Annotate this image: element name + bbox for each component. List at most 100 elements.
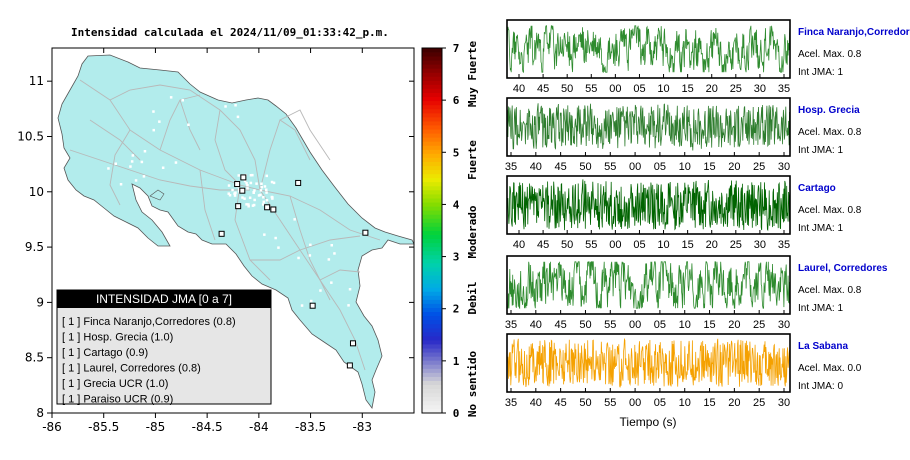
city-dot	[161, 166, 165, 169]
waveform-x-tick-label: 25	[730, 239, 742, 251]
colorbar-segment	[422, 368, 442, 373]
colorbar-segment	[422, 254, 442, 260]
map-x-tick-label: -84	[249, 420, 269, 434]
city-dot	[114, 162, 117, 165]
waveform-frame	[506, 333, 791, 393]
city-dot	[152, 128, 155, 132]
city-dot	[231, 188, 234, 192]
waveform-frame	[506, 255, 791, 315]
city-dot	[253, 198, 256, 202]
colorbar-tick-label: 5	[453, 146, 460, 159]
station-name-label: Laurel, Corredores	[798, 263, 888, 274]
city-dot	[271, 197, 274, 200]
colorbar-segment	[422, 311, 442, 317]
colorbar-segment	[422, 206, 442, 211]
colorbar-segment	[422, 194, 442, 199]
station-marker	[234, 181, 241, 188]
colorbar-segment	[422, 161, 442, 167]
legend-item: [ 1 ] Cartago (0.9)	[62, 347, 148, 359]
waveform-x-tick-label: 35	[505, 161, 517, 173]
legend-item: [ 1 ] Laurel, Corredores (0.8)	[62, 363, 201, 375]
waveform-panel: 40 45 50 55 00 05 10 15 20 25 30 35 Finca Naranjo,Co…	[506, 19, 910, 95]
accel-max-label: Acel. Max. 0.8	[798, 205, 862, 216]
city-dot	[243, 197, 246, 200]
waveform-x-tick-label: 30	[778, 161, 790, 173]
colorbar-segment	[422, 267, 442, 272]
colorbar-segment	[422, 380, 442, 386]
map-x-tick-label: -86	[42, 420, 62, 434]
waveform-x-tick-label: 50	[561, 239, 573, 251]
int-jma-label: Int JMA: 1	[798, 223, 843, 234]
city-dot	[297, 256, 300, 260]
waveform-x-tick-label: 45	[537, 239, 549, 251]
colorbar-segment	[422, 165, 442, 171]
city-dot	[270, 180, 274, 184]
city-dot	[169, 96, 173, 99]
colorbar-segment	[422, 238, 442, 244]
colorbar-segment	[422, 72, 442, 77]
waveform-x-tick-label: 25	[753, 161, 765, 173]
colorbar-segment	[422, 356, 442, 361]
map-x-axis: -86 -85.5 -85 -84.5 -84 -83.5 -83	[42, 48, 372, 434]
colorbar-categories: No sentido Debil Moderado Fuerte Muy Fuerte	[466, 41, 479, 418]
waveform-x-tick-label: 50	[579, 397, 591, 409]
colorbar-segment	[422, 287, 442, 292]
waveform-x-tick-label: 35	[505, 319, 517, 331]
station-marker	[264, 204, 271, 211]
waveform-x-tick-label: 35	[778, 83, 790, 95]
city-dot	[255, 182, 258, 185]
colorbar-segment	[422, 307, 442, 313]
colorbar-segment	[422, 372, 442, 377]
city-dot	[227, 192, 230, 195]
colorbar-category-label: Muy Fuerte	[466, 41, 479, 108]
waveform-x-tick-label: 45	[537, 83, 549, 95]
colorbar-segment	[422, 137, 442, 142]
city-dot	[211, 87, 214, 90]
station-marker	[362, 229, 369, 236]
colorbar-segment	[422, 121, 442, 126]
colorbar-segment	[422, 323, 442, 329]
colorbar-tick-label: 3	[453, 251, 460, 264]
colorbar-segment	[422, 404, 442, 410]
road-network	[69, 79, 381, 371]
waveform-x-tick-label: 55	[604, 161, 616, 173]
colorbar-segment	[422, 92, 442, 98]
colorbar-segment	[422, 234, 442, 240]
waveform-x-tick-label: 00	[609, 239, 621, 251]
city-dot	[330, 281, 333, 284]
colorbar-segment	[422, 331, 442, 337]
colorbar-segment	[422, 283, 442, 288]
city-dot	[259, 193, 262, 197]
colorbar-segment	[422, 100, 442, 106]
colorbar-segment	[422, 384, 442, 390]
colorbar-segment	[422, 388, 442, 394]
colorbar-segment	[422, 177, 442, 183]
colorbar-category-label: Moderado	[466, 205, 479, 258]
map-y-tick-label: 9	[36, 295, 44, 309]
station-marker	[240, 174, 247, 181]
city-dot	[152, 110, 155, 113]
waveform-panel: 35 40 45 50 55 00 05 10 15 20 25 30 La Sabana Acel. M…	[505, 333, 862, 409]
colorbar-segment	[422, 352, 442, 357]
colorbar	[421, 47, 443, 414]
int-jma-label: Int JMA: 1	[798, 145, 843, 156]
map-y-tick-label: 10	[29, 185, 44, 199]
waveform-x-tick-label: 45	[555, 319, 567, 331]
waveform-x-tick-label: 20	[728, 319, 740, 331]
colorbar-segment	[422, 408, 442, 414]
waveform-panels: 40 45 50 55 00 05 10 15 20 25 30 35 Finca Naranjo,Co…	[505, 19, 910, 409]
city-dot	[134, 179, 138, 182]
colorbar-tick-label: 4	[453, 198, 460, 211]
waveform-x-tick-label: 15	[703, 161, 715, 173]
waveform-x-tick-label: 55	[585, 239, 597, 251]
colorbar-segment	[422, 202, 442, 207]
int-jma-label: Int JMA: 1	[798, 67, 843, 78]
city-dot	[347, 304, 350, 307]
waveform-x-tick-label: 05	[654, 161, 666, 173]
colorbar-segment	[422, 230, 442, 235]
colorbar-segment	[422, 181, 442, 187]
city-dot	[241, 196, 244, 199]
waveform-x-tick-label: 30	[754, 239, 766, 251]
waveform-x-tick-label: 20	[706, 83, 718, 95]
